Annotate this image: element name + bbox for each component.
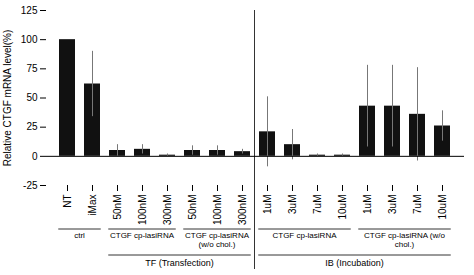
svg-text:3uM: 3uM (387, 195, 398, 214)
svg-text:1uM: 1uM (362, 195, 373, 214)
svg-text:100: 100 (21, 34, 38, 45)
svg-text:50nM: 50nM (187, 195, 198, 220)
svg-text:100nM: 100nM (137, 195, 148, 226)
svg-text:300nM: 300nM (162, 195, 173, 226)
svg-text:10uM: 10uM (437, 195, 448, 220)
svg-text:ctrl: ctrl (74, 231, 85, 240)
svg-text:25: 25 (26, 121, 38, 132)
svg-text:-25: -25 (23, 180, 38, 191)
svg-text:CTGF cp-lasiRNA: CTGF cp-lasiRNA (110, 231, 175, 240)
svg-text:7uM: 7uM (312, 195, 323, 214)
svg-text:300nM: 300nM (237, 195, 248, 226)
svg-text:1uM: 1uM (262, 195, 273, 214)
svg-text:IB (Incubation): IB (Incubation) (325, 258, 384, 268)
svg-text:CTGF cp-lasiRNA(w/o chol.): CTGF cp-lasiRNA(w/o chol.) (185, 231, 250, 249)
svg-text:NT: NT (62, 195, 73, 208)
svg-text:CTGF cp-lasiRNA (w/ochol.): CTGF cp-lasiRNA (w/ochol.) (364, 231, 445, 249)
svg-text:75: 75 (26, 63, 38, 74)
svg-text:CTGF cp-lasiRNA: CTGF cp-lasiRNA (272, 231, 337, 240)
svg-text:iMax: iMax (87, 195, 98, 216)
svg-text:TF (Transfection): TF (Transfection) (145, 258, 214, 268)
svg-text:3uM: 3uM (287, 195, 298, 214)
svg-text:50: 50 (26, 92, 38, 103)
svg-text:50nM: 50nM (112, 195, 123, 220)
svg-text:Relative CTGF mRNA level(%): Relative CTGF mRNA level(%) (2, 30, 13, 167)
svg-text:125: 125 (21, 5, 38, 16)
svg-text:10uM: 10uM (337, 195, 348, 220)
svg-text:0: 0 (32, 151, 38, 162)
svg-text:7uM: 7uM (412, 195, 423, 214)
svg-text:100nM: 100nM (212, 195, 223, 226)
